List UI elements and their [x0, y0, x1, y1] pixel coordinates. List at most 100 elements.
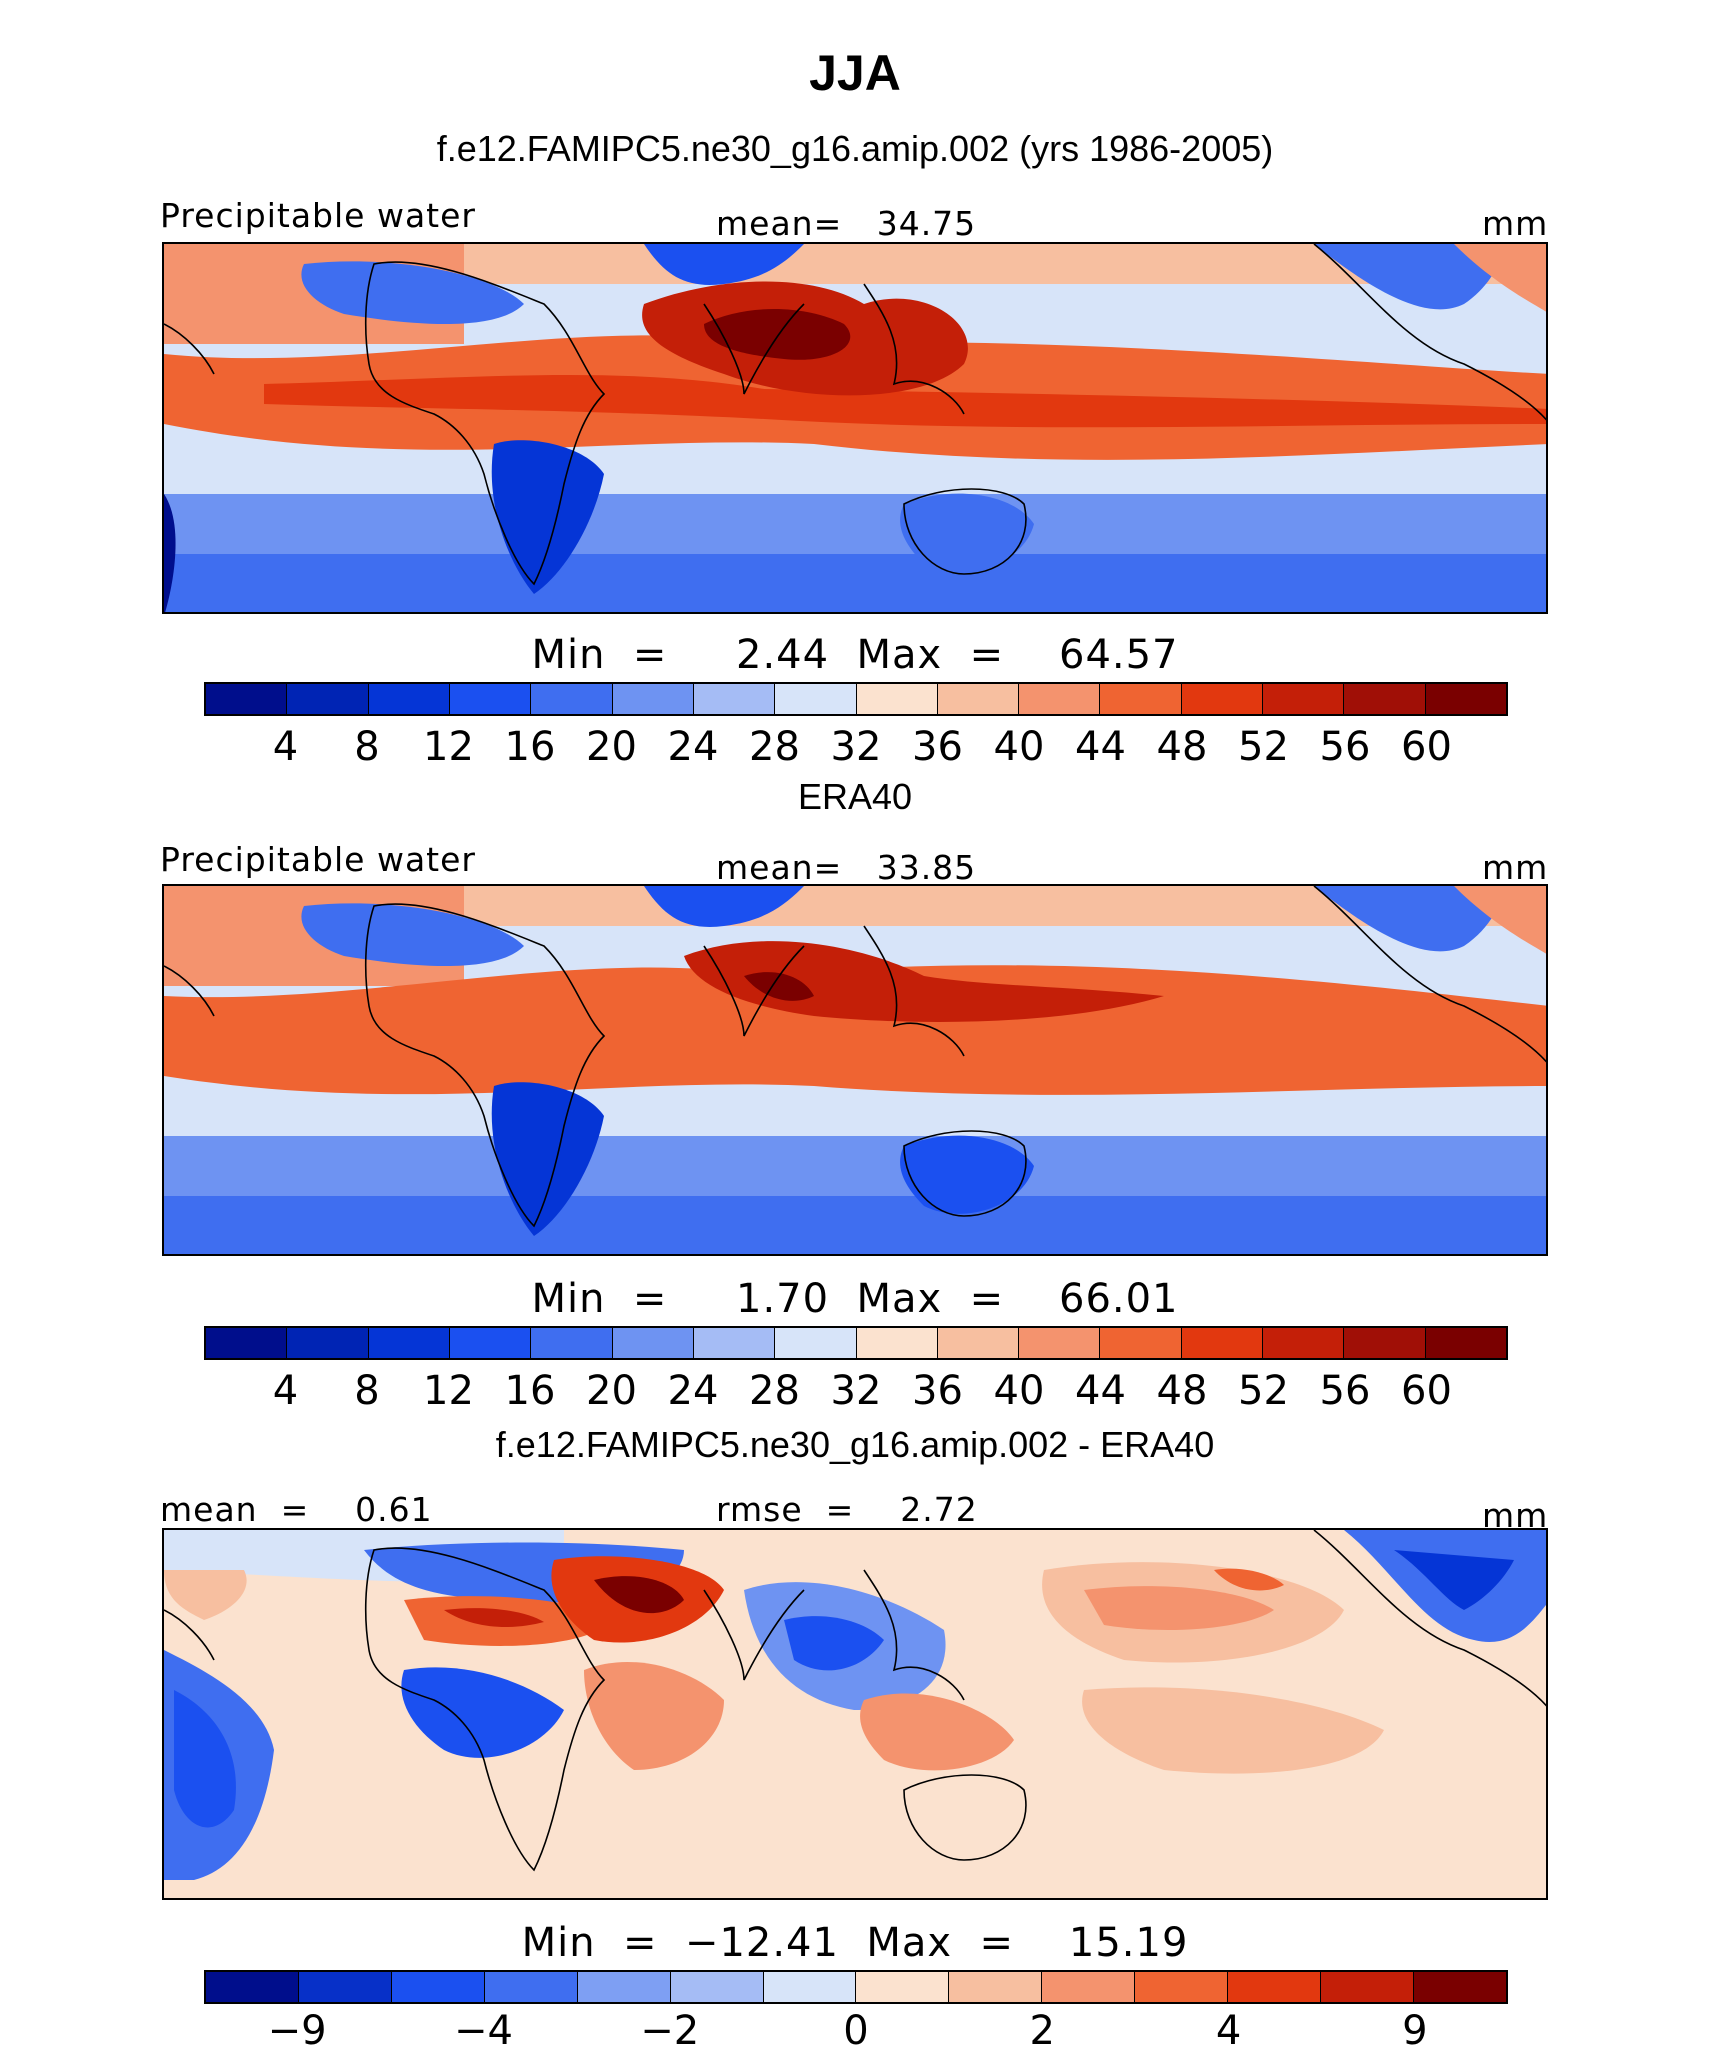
colorbar-swatch — [1100, 1328, 1182, 1358]
colorbar-tick-label: 52 — [1238, 724, 1289, 770]
panel1-colorbar — [204, 682, 1508, 716]
colorbar-tick-label: 32 — [830, 1368, 882, 1414]
colorbar-tick-label: 36 — [912, 724, 963, 770]
colorbar-tick-label: 16 — [504, 724, 556, 770]
colorbar-swatch — [693, 1328, 776, 1358]
colorbar-swatch — [1344, 684, 1426, 714]
colorbar-swatch — [937, 1328, 1020, 1358]
colorbar-swatch — [612, 684, 694, 714]
colorbar-tick-label: 8 — [354, 724, 380, 770]
colorbar-tick-label: 12 — [423, 1368, 474, 1414]
panel1-field — [164, 244, 1546, 612]
panel3-mean-label: mean = 0.61 — [160, 1490, 433, 1529]
panel2-map — [162, 884, 1548, 1256]
colorbar-tick-label: 52 — [1238, 1368, 1289, 1414]
colorbar-swatch — [775, 1328, 857, 1358]
panel1-minmax: Min = 2.44 Max = 64.57 — [531, 632, 1179, 678]
colorbar-swatch — [206, 1328, 288, 1358]
colorbar-tick-label: 32 — [830, 724, 882, 770]
colorbar-tick-label: 2 — [1029, 2008, 1056, 2054]
colorbar-tick-label: 44 — [1075, 1368, 1126, 1414]
colorbar-swatch — [1321, 1972, 1414, 2002]
colorbar-swatch — [937, 684, 1020, 714]
colorbar-swatch — [391, 1972, 485, 2002]
colorbar-swatch — [287, 684, 369, 714]
colorbar-swatch — [856, 1972, 950, 2002]
colorbar-swatch — [1019, 684, 1101, 714]
colorbar-swatch — [484, 1972, 578, 2002]
figure-title: JJA — [809, 45, 901, 101]
colorbar-tick-label: 4 — [272, 1368, 299, 1414]
colorbar-swatch — [1425, 684, 1506, 714]
colorbar-tick-label: 0 — [843, 2008, 869, 2054]
panel3-colorbar — [204, 1970, 1508, 2004]
colorbar-swatch — [206, 1972, 299, 2002]
colorbar-tick-label: 48 — [1156, 1368, 1208, 1414]
colorbar-tick-label: 12 — [423, 724, 474, 770]
colorbar-tick-label: 36 — [912, 1368, 963, 1414]
colorbar-tick-label: 16 — [504, 1368, 556, 1414]
colorbar-tick-label: 28 — [749, 1368, 800, 1414]
colorbar-swatch — [368, 684, 450, 714]
colorbar-tick-label: 60 — [1401, 724, 1452, 770]
colorbar-tick-label: 56 — [1319, 1368, 1371, 1414]
colorbar-swatch — [1100, 684, 1182, 714]
colorbar-swatch — [287, 1328, 369, 1358]
colorbar-swatch — [1263, 684, 1345, 714]
panel3-field — [164, 1530, 1546, 1898]
colorbar-swatch — [1042, 1972, 1136, 2002]
panel1-units-label: mm — [1482, 204, 1549, 243]
colorbar-swatch — [1135, 1972, 1229, 2002]
panel1-map — [162, 242, 1548, 614]
panel3-subtitle: f.e12.FAMIPC5.ne30_g16.amip.002 - ERA40 — [495, 1424, 1215, 1465]
colorbar-tick-label: −4 — [453, 2008, 513, 2054]
panel2-colorbar — [204, 1326, 1508, 1360]
panel2-minmax: Min = 1.70 Max = 66.01 — [531, 1276, 1179, 1322]
colorbar-tick-label: 20 — [586, 1368, 637, 1414]
colorbar-swatch — [775, 684, 857, 714]
colorbar-swatch — [1181, 684, 1264, 714]
panel1-mean-label: mean= 34.75 — [716, 204, 977, 243]
colorbar-tick-label: 48 — [1156, 724, 1208, 770]
colorbar-swatch — [1344, 1328, 1426, 1358]
panel2-variable-label: Precipitable water — [160, 840, 476, 879]
colorbar-swatch — [693, 684, 776, 714]
colorbar-tick-label: 40 — [993, 1368, 1045, 1414]
colorbar-swatch — [1228, 1972, 1322, 2002]
colorbar-tick-label: 40 — [993, 724, 1045, 770]
colorbar-tick-label: 44 — [1075, 724, 1126, 770]
panel2-field — [164, 886, 1546, 1254]
colorbar-swatch — [1425, 1328, 1506, 1358]
colorbar-tick-label: −2 — [640, 2008, 700, 2054]
colorbar-tick-label: −9 — [267, 2008, 327, 2054]
colorbar-swatch — [531, 1328, 613, 1358]
colorbar-swatch — [670, 1972, 764, 2002]
panel1-subtitle: f.e12.FAMIPC5.ne30_g16.amip.002 (yrs 198… — [436, 128, 1274, 169]
colorbar-tick-label: 24 — [667, 1368, 719, 1414]
colorbar-tick-label: 28 — [749, 724, 800, 770]
panel3-minmax: Min = −12.41 Max = 15.19 — [521, 1920, 1189, 1966]
colorbar-tick-label: 60 — [1401, 1368, 1452, 1414]
panel2-subtitle: ERA40 — [797, 776, 913, 817]
colorbar-swatch — [856, 684, 938, 714]
colorbar-swatch — [298, 1972, 392, 2002]
panel2-units-label: mm — [1482, 848, 1549, 887]
colorbar-tick-label: 56 — [1319, 724, 1371, 770]
colorbar-swatch — [763, 1972, 857, 2002]
colorbar-swatch — [368, 1328, 450, 1358]
colorbar-tick-label: 20 — [586, 724, 637, 770]
panel1-variable-label: Precipitable water — [160, 196, 476, 235]
colorbar-tick-label: 4 — [1215, 2008, 1242, 2054]
panel2-mean-label: mean= 33.85 — [716, 848, 977, 887]
colorbar-swatch — [577, 1972, 671, 2002]
colorbar-swatch — [1413, 1972, 1506, 2002]
colorbar-swatch — [449, 1328, 532, 1358]
colorbar-tick-label: 24 — [667, 724, 719, 770]
colorbar-swatch — [612, 1328, 694, 1358]
colorbar-tick-label: 8 — [354, 1368, 380, 1414]
colorbar-swatch — [1019, 1328, 1101, 1358]
panel3-map — [162, 1528, 1548, 1900]
colorbar-tick-label: 9 — [1402, 2008, 1428, 2054]
colorbar-swatch — [1181, 1328, 1264, 1358]
colorbar-swatch — [449, 684, 532, 714]
